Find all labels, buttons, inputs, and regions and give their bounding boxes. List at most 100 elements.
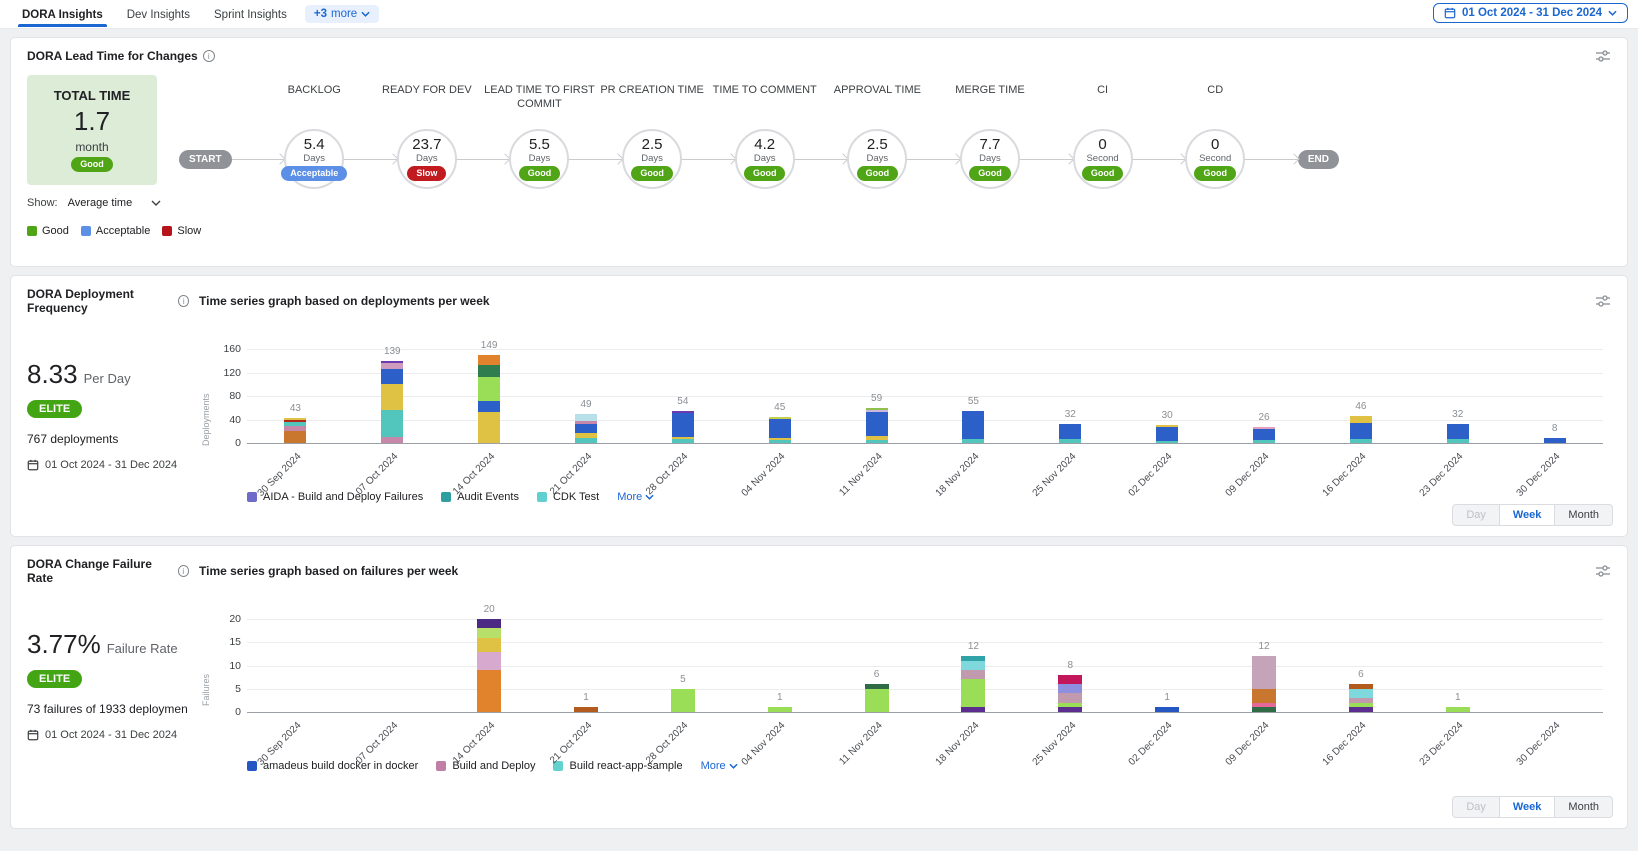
bars-row: 43 139 149 49 54 45 59 55 32 30 26 46 32 8 (247, 340, 1603, 443)
legend-item-build-react-app-sample[interactable]: Build react-app-sample (553, 760, 683, 772)
gridline (247, 688, 1603, 690)
bar-09-dec-2024[interactable]: 12 (1252, 641, 1277, 712)
y-tick-label: 20 (229, 613, 241, 625)
info-icon[interactable]: i (202, 50, 215, 62)
toggle-month[interactable]: Month (1555, 797, 1612, 817)
toggle-week[interactable]: Week (1498, 505, 1556, 525)
legend-item-amadeus-build-docker-in-docker[interactable]: amadeus build docker in docker (247, 760, 418, 772)
bar-segment (768, 416, 791, 419)
bar-segment (478, 377, 501, 402)
stage-pr-creation-time[interactable]: PR CREATION TIME 2.5 Days Good (600, 84, 704, 189)
bar-cell: 46 (1312, 349, 1409, 443)
calendar-icon (27, 729, 39, 741)
bar-segment (961, 679, 986, 708)
legend-swatch (80, 226, 91, 236)
failure-granularity-toggle: Day Week Month (1452, 796, 1613, 818)
legend-item-aida-build-and-deploy-failures[interactable]: AIDA - Build and Deploy Failures (247, 491, 423, 503)
bar-30-sep-2024[interactable]: 43 (284, 403, 307, 443)
stage-circle: 4.2 Days Good (734, 129, 795, 189)
more-tabs-dropdown[interactable]: +3 more (304, 5, 380, 23)
bar-11-nov-2024[interactable]: 59 (865, 393, 888, 443)
stage-approval-time[interactable]: APPROVAL TIME 2.5 Days Good (834, 84, 921, 189)
bar-21-oct-2024[interactable]: 1 (574, 692, 598, 712)
stage-merge-time[interactable]: MERGE TIME 7.7 Days Good (955, 84, 1025, 189)
tab-dora-insights[interactable]: DORA Insights (10, 2, 115, 27)
bar-02-dec-2024[interactable]: 30 (1156, 410, 1179, 443)
stage-value: 7.7 (979, 136, 1001, 153)
bar-segment (381, 409, 404, 438)
bar-segment (477, 651, 502, 671)
tab-dev-insights[interactable]: Dev Insights (126, 8, 190, 21)
bar-21-oct-2024[interactable]: 49 (575, 399, 597, 443)
toggle-day[interactable]: Day (1453, 505, 1499, 525)
failure-date-range-text: 01 Oct 2024 - 31 Dec 2024 (45, 729, 178, 741)
bar-25-nov-2024[interactable]: 32 (1059, 409, 1082, 443)
legend-more-link[interactable]: More (701, 760, 738, 772)
toggle-week[interactable]: Week (1498, 797, 1556, 817)
chevron-down-icon[interactable] (151, 200, 161, 206)
bar-11-nov-2024[interactable]: 6 (864, 669, 889, 712)
stage-ci[interactable]: CI 0 Second Good (1072, 84, 1133, 189)
stage-lead-time-to-first-commit[interactable]: LEAD TIME TO FIRST COMMIT 5.5 Days Good (484, 84, 595, 189)
bar-16-dec-2024[interactable]: 6 (1348, 669, 1373, 712)
stage-circle: 23.7 Days Slow (396, 129, 457, 189)
stage-backlog[interactable]: BACKLOG 5.4 Days Acceptable (281, 84, 348, 189)
toggle-day[interactable]: Day (1453, 797, 1499, 817)
stage-time-to-comment[interactable]: TIME TO COMMENT 4.2 Days Good (713, 84, 817, 189)
bar-14-oct-2024[interactable]: 149 (478, 340, 501, 443)
stage-unit: Days (303, 153, 326, 164)
x-tick-09-dec-2024: 09 Dec 2024 (1216, 712, 1313, 768)
deployment-chart-title: Time series graph based on deployments p… (199, 294, 490, 308)
legend-label: Build and Deploy (452, 760, 536, 772)
bar-23-dec-2024[interactable]: 1 (1445, 692, 1470, 712)
bar-segment (961, 660, 986, 671)
legend-more-link[interactable]: More (617, 491, 654, 503)
info-icon[interactable]: i (178, 295, 189, 307)
bar-25-nov-2024[interactable]: 8 (1058, 660, 1083, 712)
deployment-total: 767 deployments (27, 432, 119, 446)
stage-ready-for-dev[interactable]: READY FOR DEV 23.7 Days Slow (382, 84, 472, 189)
toggle-month[interactable]: Month (1555, 505, 1612, 525)
flow-arrow (231, 158, 285, 160)
panel-lead-time-for-changes: DORA Lead Time for Changes i TOTAL TIME … (10, 37, 1628, 267)
bar-07-oct-2024[interactable]: 139 (381, 346, 404, 443)
flow-start-node: START (179, 149, 232, 169)
bar-14-oct-2024[interactable]: 20 (477, 604, 502, 712)
legend-swatch (441, 492, 452, 502)
bar-28-oct-2024[interactable]: 54 (671, 396, 694, 443)
tab-sprint-insights[interactable]: Sprint Insights (214, 8, 287, 21)
x-tick-label: 21 Oct 2024 (547, 451, 594, 498)
flow-arrow (344, 158, 397, 160)
bar-02-dec-2024[interactable]: 1 (1155, 692, 1180, 712)
x-tick-label: 28 Oct 2024 (644, 451, 691, 498)
x-tick-30-sep-2024: 30 Sep 2024 (247, 443, 344, 499)
chart-settings-icon[interactable] (1595, 49, 1611, 63)
chart-settings-icon[interactable] (1595, 294, 1611, 308)
bar-18-nov-2024[interactable]: 12 (961, 641, 986, 712)
legend-item-audit-events[interactable]: Audit Events (441, 491, 519, 503)
bar-segment (671, 411, 694, 414)
info-icon[interactable]: i (177, 565, 189, 577)
bar-segment (1543, 438, 1566, 443)
bar-23-dec-2024[interactable]: 32 (1446, 409, 1469, 443)
bar-value-label: 6 (1358, 669, 1364, 681)
legend-item-build-and-deploy[interactable]: Build and Deploy (436, 760, 535, 772)
bar-09-dec-2024[interactable]: 26 (1253, 412, 1276, 443)
date-range-picker[interactable]: 01 Oct 2024 - 31 Dec 2024 (1432, 3, 1628, 23)
legend-item-cdk-test[interactable]: CDK Test (536, 491, 599, 503)
bar-segment (768, 440, 791, 443)
bar-18-nov-2024[interactable]: 55 (962, 396, 985, 443)
show-dropdown[interactable]: Average time (67, 197, 133, 209)
chart-settings-icon[interactable] (1595, 564, 1611, 578)
flow-arrow (1019, 158, 1073, 160)
stage-cd[interactable]: CD 0 Second Good (1185, 84, 1246, 189)
bar-segment (1155, 707, 1180, 712)
bar-04-nov-2024[interactable]: 1 (767, 692, 792, 712)
bar-30-dec-2024[interactable]: 8 (1543, 423, 1566, 443)
bar-04-nov-2024[interactable]: 45 (768, 402, 791, 443)
bar-28-oct-2024[interactable]: 5 (670, 674, 695, 712)
bar-segment (1446, 439, 1469, 443)
bar-16-dec-2024[interactable]: 46 (1349, 401, 1372, 443)
bar-segment (381, 369, 404, 385)
deployment-granularity-toggle: Day Week Month (1452, 504, 1613, 526)
